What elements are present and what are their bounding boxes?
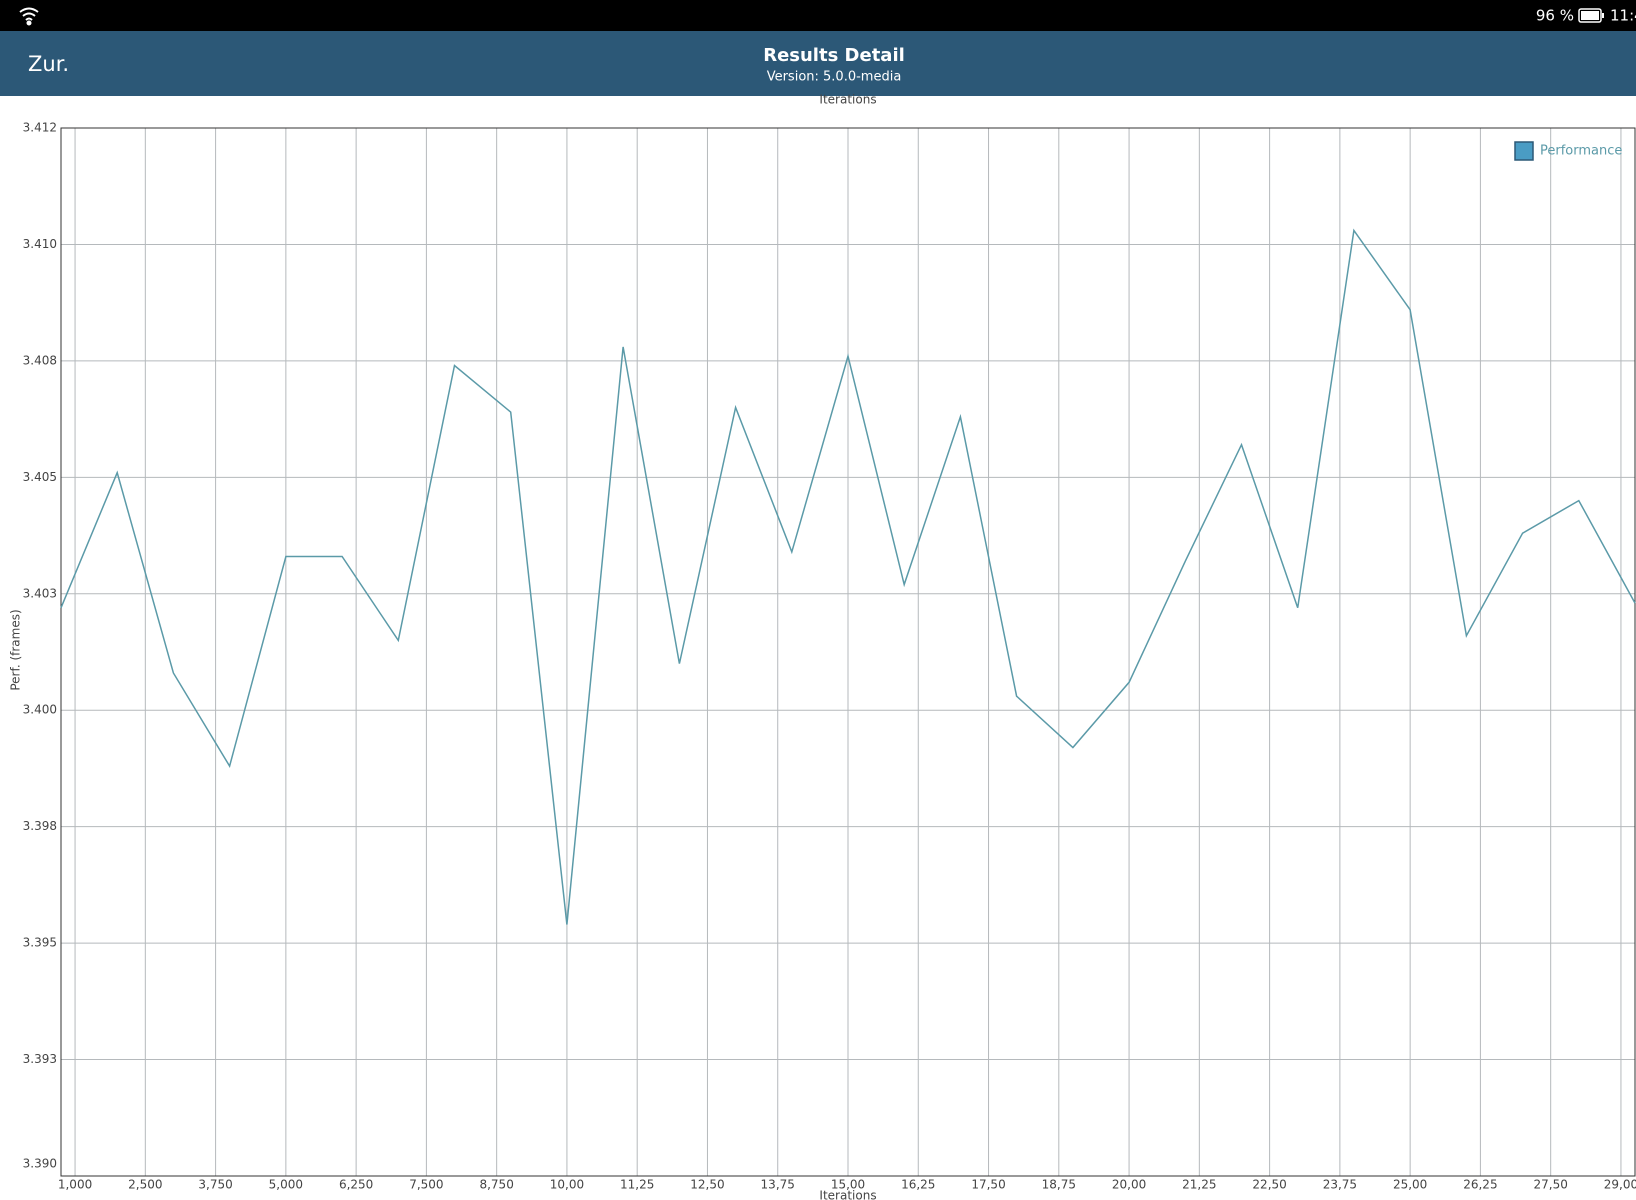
y-tick-label: 3.403 [23, 586, 57, 600]
status-bar [0, 0, 1636, 31]
back-button[interactable]: Zur. [28, 52, 69, 76]
app-header [0, 31, 1636, 96]
x-tick-label: 27,50 [1533, 1178, 1567, 1192]
legend-label: Performance [1540, 144, 1622, 159]
y-tick-label: 3.400 [23, 703, 57, 717]
y-tick-label: 3.410 [23, 237, 57, 251]
x-tick-label: 22,50 [1252, 1178, 1286, 1192]
x-tick-label: 25,00 [1393, 1178, 1427, 1192]
x-tick-label: 23,75 [1323, 1178, 1357, 1192]
x-tick-label: 21,25 [1182, 1178, 1216, 1192]
x-axis-label: Iterations [819, 1189, 876, 1200]
plot-frame [60, 127, 1636, 1177]
x-tick-label: 11,25 [620, 1178, 654, 1192]
y-tick-label: 3.393 [23, 1052, 57, 1066]
data-line [60, 228, 1636, 925]
x-tick-label: 1,000 [58, 1178, 92, 1192]
y-axis-label: Perf. (frames) [9, 609, 23, 690]
x-tick-label: 10,00 [550, 1178, 584, 1192]
x-tick-label: 5,000 [269, 1178, 303, 1192]
battery-percent: 96 % [1536, 7, 1574, 25]
x-tick-label: 29,00 [1604, 1178, 1636, 1192]
x-tick-label: 17,50 [971, 1178, 1005, 1192]
header-subtitle: Version: 5.0.0-media [767, 70, 902, 85]
x-tick-label: 15,00 [831, 1178, 865, 1192]
x-tick-label: 8,750 [479, 1178, 513, 1192]
header-title: Results Detail [763, 45, 905, 66]
x-tick-label: 7,500 [409, 1178, 443, 1192]
y-tick-label: 3.395 [23, 936, 57, 950]
y-tick-label: 3.390 [23, 1157, 57, 1171]
battery-icon [1578, 8, 1604, 23]
x-tick-label: 6,250 [339, 1178, 373, 1192]
top-axis-label: Iterations [819, 93, 876, 107]
x-tick-label: 2,500 [128, 1178, 162, 1192]
y-tick-label: 3.408 [23, 353, 57, 367]
x-tick-label: 20,00 [1112, 1178, 1146, 1192]
wifi-icon [19, 7, 39, 26]
x-tick-label: 26,25 [1463, 1178, 1497, 1192]
x-tick-label: 18,75 [1042, 1178, 1076, 1192]
y-tick-label: 3.398 [23, 819, 57, 833]
x-tick-label: 13,75 [761, 1178, 795, 1192]
x-tick-label: 12,50 [690, 1178, 724, 1192]
x-tick-label: 3,750 [198, 1178, 232, 1192]
y-tick-label: 3.405 [23, 470, 57, 484]
x-tick-label: 16,25 [901, 1178, 935, 1192]
legend-swatch [1514, 141, 1534, 161]
y-tick-label: 3.412 [23, 121, 57, 135]
clock: 11:4 [1610, 7, 1636, 25]
